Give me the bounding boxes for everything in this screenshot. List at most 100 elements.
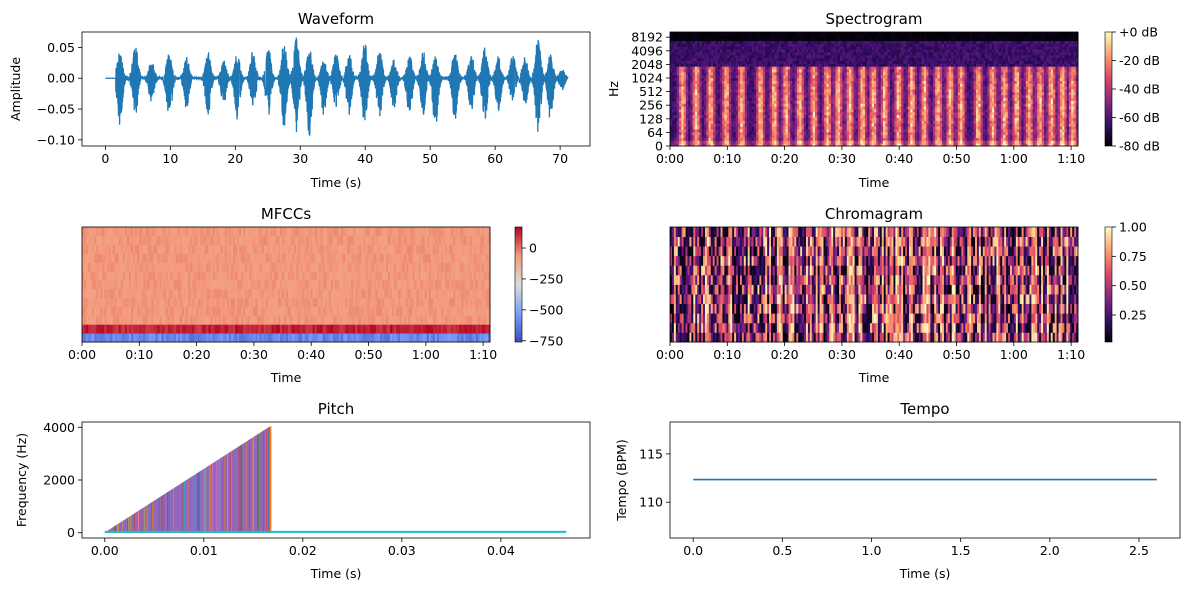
spectrogram-cell <box>849 103 852 107</box>
spectrogram-cell <box>908 60 911 64</box>
spectrogram-cell <box>901 140 904 144</box>
spectrogram-cell <box>887 140 891 144</box>
spectrogram-cell <box>676 126 680 130</box>
spectrogram-cell <box>835 106 839 110</box>
spectrogram-cell <box>921 117 925 121</box>
spectrogram-cell <box>830 71 834 76</box>
spectrogram-cell <box>717 34 721 39</box>
spectrogram-cell <box>860 69 864 73</box>
spectrogram-cell <box>792 114 796 118</box>
spectrogram-cell <box>794 69 798 73</box>
spectrogram-cell <box>926 57 929 61</box>
spectrogram-cell <box>690 106 694 110</box>
spectrogram-cell <box>699 91 703 96</box>
spectrogram-cell <box>726 69 730 73</box>
spectrogram-cell <box>670 111 673 116</box>
spectrogram-cell <box>862 143 866 147</box>
spectrogram-cell <box>874 114 877 118</box>
spectrogram-cell <box>880 43 884 47</box>
spectrogram-cell <box>858 94 861 99</box>
spectrogram-cell <box>878 100 882 104</box>
spectrogram-cell <box>758 80 762 84</box>
spectrogram-cell <box>883 74 886 79</box>
spectrogram-cell <box>681 83 685 87</box>
spectrogram-cell <box>726 89 730 93</box>
spectrogram-cell <box>885 117 889 121</box>
spectrogram-cell <box>826 49 830 53</box>
spectrogram-cell <box>710 126 714 130</box>
spectrogram-cell <box>939 89 943 93</box>
spectrogram-cell <box>783 126 787 130</box>
spectrogram-cell <box>785 54 789 59</box>
spectrogram-cell <box>679 108 682 113</box>
spectrogram-cell <box>738 43 741 47</box>
spectrogram-cell <box>878 57 882 61</box>
spectrogram-cell <box>855 69 859 73</box>
spectrogram-cell <box>944 43 948 47</box>
spectrogram-cell <box>749 123 753 127</box>
spectrogram-cell <box>685 114 689 118</box>
spectrogram-cell <box>796 100 800 104</box>
spectrogram-cell <box>840 83 843 87</box>
spectrogram-cell <box>810 54 814 59</box>
spectrogram-cell <box>948 57 952 61</box>
spectrogram-cell <box>767 114 771 118</box>
spectrogram-cell <box>923 54 927 59</box>
spectrogram-cell <box>849 57 852 61</box>
spectrogram-cell <box>815 117 818 121</box>
spectrogram-cell <box>887 89 891 93</box>
spectrogram-cell <box>724 46 728 50</box>
spectrogram-cell <box>803 100 807 104</box>
spectrogram-cell <box>894 46 898 50</box>
spectrogram-cell <box>812 103 816 107</box>
spectrogram-cell <box>883 137 886 141</box>
spectrogram-cell <box>676 57 680 61</box>
spectrogram-cell <box>815 140 818 144</box>
spectrogram-cell <box>769 117 773 121</box>
spectrogram-cell <box>889 106 893 110</box>
spectrogram-cell <box>905 126 909 130</box>
spectrogram-cell <box>765 34 768 39</box>
spectrogram-cell <box>751 63 755 67</box>
spectrogram-cell <box>928 54 932 59</box>
spectrogram-cell <box>719 111 723 116</box>
spectrogram-cell <box>894 63 898 67</box>
spectrogram-cell <box>912 123 916 127</box>
spectrogram-cell <box>694 117 698 121</box>
spectrogram-cell <box>742 80 746 84</box>
spectrogram-cell <box>887 69 891 73</box>
spectrogram-cell <box>726 80 730 84</box>
spectrogram-cell <box>826 86 830 90</box>
spectrogram-cell <box>726 140 730 144</box>
spectrogram-cell <box>846 137 850 141</box>
spectrogram-cell <box>706 91 710 96</box>
spectrogram-cell <box>833 57 836 61</box>
spectrogram-cell <box>844 120 848 124</box>
spectrogram-cell <box>939 111 943 116</box>
spectrogram-cell <box>937 66 941 70</box>
spectrogram-cell <box>876 77 880 81</box>
spectrogram-cell <box>715 94 719 99</box>
spectrogram-cell <box>679 114 682 118</box>
spectrogram-cell <box>772 32 775 36</box>
spectrogram-cell <box>708 77 712 81</box>
spectrogram-cell <box>921 126 925 130</box>
spectrogram-cell <box>765 111 768 116</box>
spectrogram-cell <box>812 128 816 133</box>
spectrogram-cell <box>817 51 821 56</box>
spectrogram-cell <box>801 131 805 136</box>
spectrogram-cell <box>919 54 923 59</box>
spectrogram-cell <box>864 86 868 90</box>
spectrogram-cell <box>923 46 927 50</box>
spectrogram-cell <box>738 51 741 56</box>
spectrogram-cell <box>670 117 673 121</box>
spectrogram-cell <box>889 103 893 107</box>
spectrogram-cell <box>774 126 778 130</box>
spectrogram-cell <box>715 40 719 44</box>
spectrogram-cell <box>826 77 830 81</box>
spectrogram-cell <box>762 89 766 93</box>
spectrogram-cell <box>898 80 902 84</box>
spectrogram-cell <box>697 51 700 56</box>
spectrogram-cell <box>733 106 737 110</box>
spectrogram-cell <box>801 140 805 144</box>
